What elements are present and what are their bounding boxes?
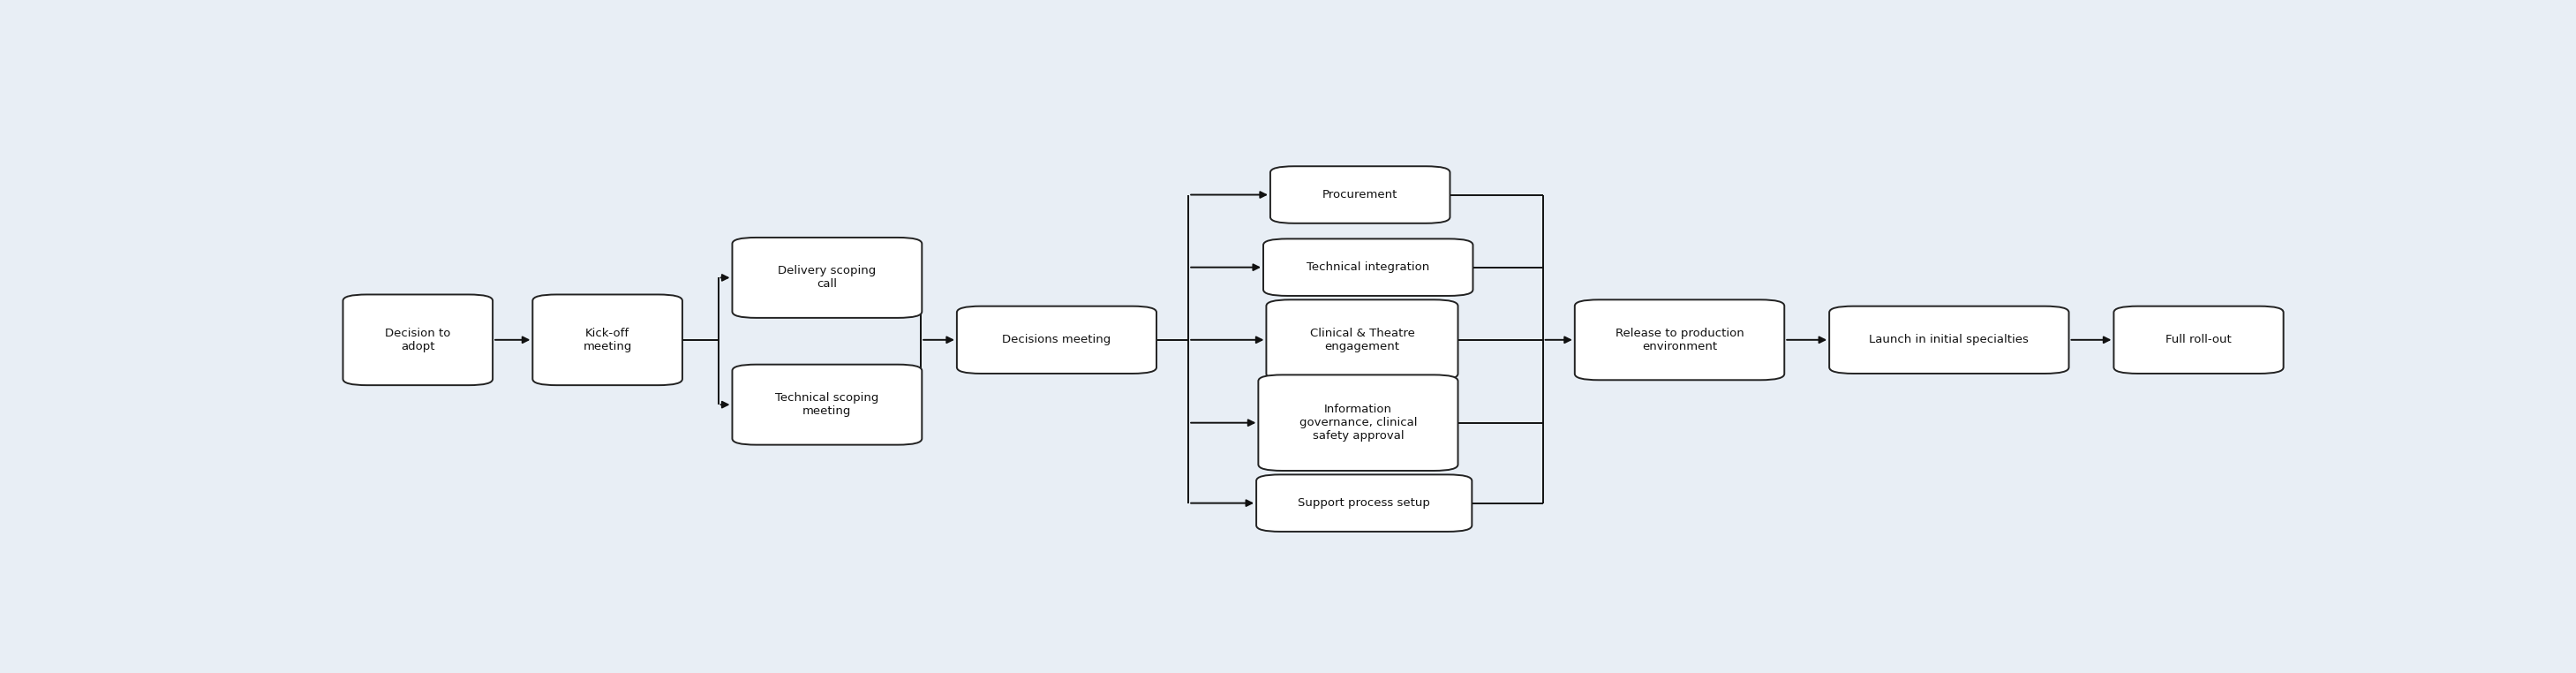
Text: Information
governance, clinical
safety approval: Information governance, clinical safety …	[1298, 404, 1417, 441]
Text: Decisions meeting: Decisions meeting	[1002, 334, 1110, 346]
FancyBboxPatch shape	[732, 238, 922, 318]
FancyBboxPatch shape	[2115, 306, 2282, 374]
Text: Decision to
adopt: Decision to adopt	[384, 328, 451, 352]
Text: Kick-off
meeting: Kick-off meeting	[582, 328, 631, 352]
FancyBboxPatch shape	[1257, 474, 1471, 532]
Text: Support process setup: Support process setup	[1298, 497, 1430, 509]
FancyBboxPatch shape	[1267, 299, 1458, 380]
Text: Clinical & Theatre
engagement: Clinical & Theatre engagement	[1309, 328, 1414, 352]
Text: Release to production
environment: Release to production environment	[1615, 328, 1744, 352]
FancyBboxPatch shape	[1829, 306, 2069, 374]
Text: Technical integration: Technical integration	[1306, 262, 1430, 273]
Text: Delivery scoping
call: Delivery scoping call	[778, 265, 876, 290]
FancyBboxPatch shape	[1270, 166, 1450, 223]
FancyBboxPatch shape	[533, 295, 683, 385]
Text: Procurement: Procurement	[1321, 189, 1399, 201]
FancyBboxPatch shape	[1574, 299, 1785, 380]
FancyBboxPatch shape	[1257, 375, 1458, 470]
Text: Launch in initial specialties: Launch in initial specialties	[1870, 334, 2030, 346]
FancyBboxPatch shape	[956, 306, 1157, 374]
Text: Technical scoping
meeting: Technical scoping meeting	[775, 392, 878, 417]
Text: Full roll-out: Full roll-out	[2166, 334, 2231, 346]
FancyBboxPatch shape	[1262, 239, 1473, 296]
FancyBboxPatch shape	[732, 365, 922, 445]
FancyBboxPatch shape	[343, 295, 492, 385]
